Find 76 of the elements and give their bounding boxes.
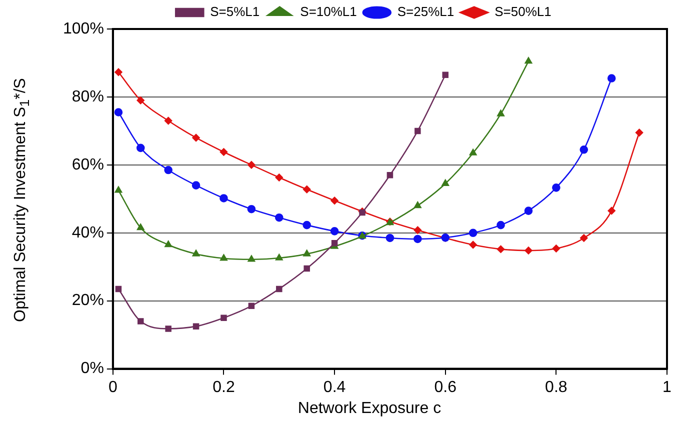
point	[275, 254, 283, 260]
y-tick-label: 40%	[72, 224, 104, 242]
point	[247, 204, 256, 214]
point	[607, 74, 616, 82]
point	[496, 245, 505, 254]
point	[164, 166, 172, 174]
point	[635, 128, 644, 136]
point	[164, 116, 172, 125]
point	[192, 250, 200, 256]
point	[496, 220, 505, 230]
point	[524, 206, 533, 215]
y-tick-label: 100%	[63, 20, 104, 38]
x-tick-label: 0.6	[434, 378, 457, 396]
point	[220, 148, 228, 156]
point	[303, 250, 311, 256]
point	[524, 246, 532, 254]
point	[468, 228, 478, 238]
point	[524, 57, 532, 64]
point	[386, 172, 394, 178]
point	[274, 213, 284, 222]
y-tick-label: 60%	[72, 156, 104, 174]
point	[275, 174, 283, 182]
point	[414, 202, 422, 208]
x-tick-label: 0.2	[212, 378, 235, 396]
point	[414, 234, 422, 244]
point	[220, 194, 228, 202]
point	[331, 240, 338, 246]
legend-label: S=5%L1	[210, 4, 260, 20]
point	[304, 265, 310, 272]
point	[580, 145, 588, 154]
point	[115, 286, 122, 292]
point	[330, 227, 339, 236]
point	[608, 206, 616, 215]
point	[497, 110, 504, 116]
point	[414, 128, 421, 134]
point	[442, 72, 448, 78]
point	[469, 240, 477, 249]
point	[114, 108, 123, 116]
point	[136, 224, 144, 230]
legend-label: S=10%L1	[300, 4, 357, 20]
point	[114, 68, 122, 76]
y-tick-label: 0%	[80, 360, 104, 378]
legend-label: S=25%L1	[397, 4, 454, 20]
point	[220, 254, 228, 261]
point	[414, 226, 422, 234]
y-tick-label: 80%	[72, 88, 104, 106]
point	[303, 186, 311, 194]
point	[192, 323, 200, 330]
point	[165, 326, 172, 332]
point	[552, 244, 560, 252]
point	[248, 161, 256, 169]
point	[442, 179, 450, 186]
x-tick-label: 1	[662, 378, 672, 396]
point	[330, 196, 338, 204]
point	[164, 240, 172, 248]
point	[220, 314, 227, 321]
point	[114, 186, 122, 193]
x-axis-title: Network Exposure c	[296, 400, 442, 418]
x-tick-label: 0	[108, 378, 118, 396]
point	[248, 255, 256, 262]
x-tick-label: 0.4	[323, 378, 346, 396]
point	[386, 234, 394, 242]
point	[138, 318, 144, 324]
point	[302, 220, 311, 230]
point	[469, 148, 477, 156]
y-tick-label: 20%	[72, 292, 104, 310]
point	[248, 302, 255, 310]
point	[136, 96, 144, 104]
x-tick-label: 0.8	[545, 378, 568, 396]
point	[192, 134, 200, 142]
point	[580, 234, 588, 242]
point	[276, 286, 282, 292]
point	[552, 184, 560, 192]
point	[136, 144, 145, 152]
point	[192, 181, 200, 190]
legend-label: S=50%L1	[494, 4, 552, 20]
